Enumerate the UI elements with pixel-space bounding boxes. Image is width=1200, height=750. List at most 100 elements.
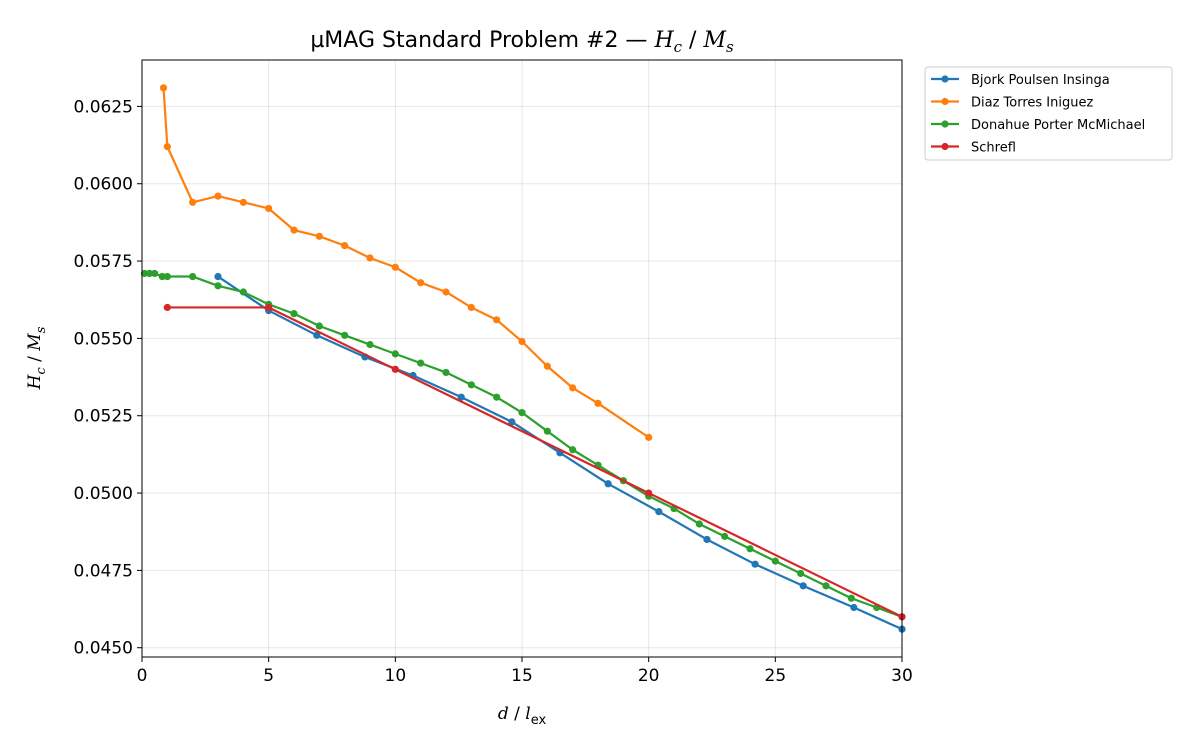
- series-bjork-poulsen-insinga: [214, 272, 906, 633]
- data-point-donahue-porter-mcmichael: [239, 288, 247, 296]
- legend-item-bjork-poulsen-insinga: Bjork Poulsen Insinga: [931, 73, 1110, 88]
- data-point-bjork-poulsen-insinga: [457, 393, 465, 401]
- x-axis-label-ex: ex: [531, 713, 547, 728]
- data-point-donahue-porter-mcmichael: [189, 272, 197, 281]
- data-point-diaz-torres-iniguez: [518, 337, 526, 346]
- data-point-diaz-torres-iniguez: [543, 362, 551, 370]
- data-point-bjork-poulsen-insinga: [850, 603, 858, 612]
- data-point-diaz-torres-iniguez: [391, 263, 399, 271]
- data-point-bjork-poulsen-insinga: [214, 272, 222, 281]
- data-point-diaz-torres-iniguez: [315, 232, 323, 240]
- data-point-donahue-porter-mcmichael: [847, 594, 855, 602]
- series-group: [140, 84, 906, 633]
- y-tick-label: 0.0525: [74, 407, 133, 427]
- y-axis-label: Hc / Ms: [25, 326, 49, 390]
- data-point-diaz-torres-iniguez: [341, 241, 349, 250]
- data-point-donahue-porter-mcmichael: [214, 282, 222, 290]
- data-point-donahue-porter-mcmichael: [543, 427, 551, 435]
- x-axis-label-slash: /: [509, 704, 526, 724]
- data-point-bjork-poulsen-insinga: [799, 582, 807, 590]
- data-point-schrefl: [391, 365, 399, 373]
- series-donahue-porter-mcmichael: [140, 269, 906, 621]
- x-tick-label: 25: [765, 666, 787, 686]
- legend-label: Diaz Torres Iniguez: [971, 96, 1093, 111]
- chart-title-math-s: s: [726, 38, 734, 56]
- data-point-bjork-poulsen-insinga: [655, 508, 663, 516]
- data-point-donahue-porter-mcmichael: [341, 331, 349, 339]
- axis-ticks: 0 5 10 15 20 25 30 0.0450 0.0475 0.0500 0.0525 0.05…: [74, 97, 913, 686]
- chart-title-math-slash: /: [682, 28, 703, 53]
- legend-swatch-marker: [941, 120, 949, 128]
- y-axis-label-slash: /: [25, 351, 45, 368]
- data-point-bjork-poulsen-insinga: [703, 535, 711, 544]
- x-axis-label-l: l: [525, 704, 530, 724]
- data-point-donahue-porter-mcmichael: [442, 368, 450, 377]
- data-point-diaz-torres-iniguez: [442, 288, 450, 296]
- series-schrefl: [163, 303, 906, 621]
- legend-item-schrefl: Schrefl: [931, 141, 1016, 156]
- data-point-donahue-porter-mcmichael: [746, 545, 754, 553]
- data-point-diaz-torres-iniguez: [163, 143, 171, 151]
- y-axis-label-h: H: [25, 373, 45, 390]
- chart-title-math-h: H: [653, 28, 674, 53]
- legend: Bjork Poulsen Insinga Diaz Torres Iniguez…: [924, 66, 1173, 161]
- data-point-donahue-porter-mcmichael: [569, 446, 577, 454]
- chart-title-math-c: c: [674, 38, 683, 56]
- y-tick-label: 0.0575: [74, 252, 133, 272]
- data-point-donahue-porter-mcmichael: [158, 272, 166, 281]
- y-tick-label: 0.0450: [74, 639, 133, 659]
- data-point-donahue-porter-mcmichael: [822, 582, 830, 590]
- data-point-donahue-porter-mcmichael: [366, 340, 374, 349]
- series-line-donahue-porter-mcmichael: [144, 272, 903, 618]
- chart-title-math-m: M: [702, 28, 726, 53]
- data-point-donahue-porter-mcmichael: [518, 409, 526, 417]
- y-tick-label: 0.0475: [74, 561, 133, 581]
- x-tick-label: 0: [137, 666, 148, 686]
- x-tick-label: 20: [638, 666, 660, 686]
- x-tick-label: 15: [511, 666, 533, 686]
- data-point-donahue-porter-mcmichael: [695, 520, 703, 528]
- data-point-donahue-porter-mcmichael: [467, 381, 475, 389]
- data-point-diaz-torres-iniguez: [594, 399, 602, 407]
- data-point-donahue-porter-mcmichael: [493, 393, 501, 401]
- legend-swatch-marker: [941, 75, 949, 83]
- data-point-diaz-torres-iniguez: [214, 192, 222, 200]
- data-point-diaz-torres-iniguez: [239, 198, 247, 206]
- y-tick-label: 0.0625: [74, 97, 133, 117]
- series-line-diaz-torres-iniguez: [162, 87, 650, 439]
- legend-label: Bjork Poulsen Insinga: [971, 73, 1110, 88]
- data-point-diaz-torres-iniguez: [189, 198, 197, 206]
- legend-label: Donahue Porter McMichael: [971, 118, 1145, 133]
- data-point-diaz-torres-iniguez: [366, 254, 374, 262]
- data-point-diaz-torres-iniguez: [569, 384, 577, 392]
- data-point-diaz-torres-iniguez: [159, 84, 168, 92]
- data-point-donahue-porter-mcmichael: [140, 269, 149, 278]
- y-tick-label: 0.0600: [74, 175, 133, 195]
- y-tick-label: 0.0500: [74, 484, 133, 504]
- data-point-diaz-torres-iniguez: [645, 433, 653, 441]
- legend-item-donahue-porter-mcmichael: Donahue Porter McMichael: [931, 118, 1145, 133]
- data-point-schrefl: [265, 303, 273, 312]
- data-point-schrefl: [163, 303, 171, 312]
- data-point-diaz-torres-iniguez: [265, 204, 273, 213]
- data-point-diaz-torres-iniguez: [290, 226, 298, 234]
- series-diaz-torres-iniguez: [159, 84, 653, 441]
- legend-label: Schrefl: [971, 141, 1016, 156]
- data-point-donahue-porter-mcmichael: [417, 359, 425, 367]
- chart-title-text: µMAG Standard Problem #2 —: [310, 28, 654, 53]
- data-point-donahue-porter-mcmichael: [163, 272, 171, 281]
- data-point-donahue-porter-mcmichael: [721, 532, 729, 540]
- data-point-bjork-poulsen-insinga: [604, 480, 612, 488]
- y-tick-label: 0.0550: [74, 329, 133, 349]
- data-point-diaz-torres-iniguez: [493, 316, 501, 324]
- data-point-donahue-porter-mcmichael: [391, 350, 399, 358]
- x-tick-label: 10: [385, 666, 407, 686]
- data-point-donahue-porter-mcmichael: [146, 269, 154, 278]
- data-point-donahue-porter-mcmichael: [771, 557, 779, 565]
- data-point-donahue-porter-mcmichael: [797, 569, 805, 578]
- legend-item-diaz-torres-iniguez: Diaz Torres Iniguez: [931, 96, 1093, 111]
- data-point-diaz-torres-iniguez: [467, 303, 475, 312]
- legend-swatch-marker: [941, 97, 949, 106]
